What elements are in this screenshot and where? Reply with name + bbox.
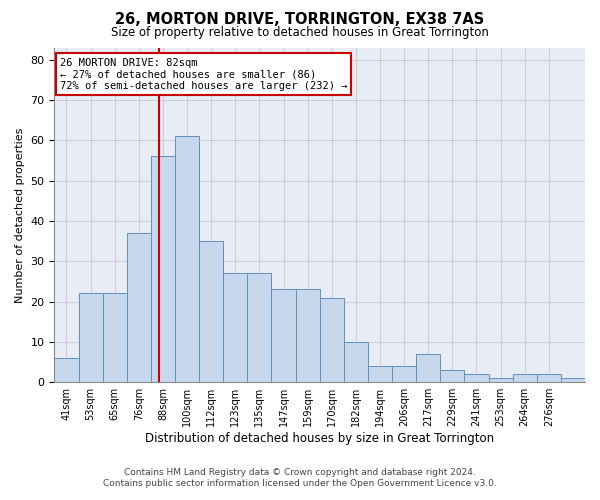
- Bar: [392, 366, 416, 382]
- Bar: [440, 370, 464, 382]
- Bar: [344, 342, 368, 382]
- Bar: [55, 358, 79, 382]
- Bar: [416, 354, 440, 382]
- Text: 26 MORTON DRIVE: 82sqm
← 27% of detached houses are smaller (86)
72% of semi-det: 26 MORTON DRIVE: 82sqm ← 27% of detached…: [60, 58, 347, 90]
- Bar: [464, 374, 488, 382]
- Bar: [199, 241, 223, 382]
- Bar: [175, 136, 199, 382]
- Bar: [271, 290, 296, 382]
- Bar: [127, 233, 151, 382]
- Bar: [561, 378, 585, 382]
- Text: Size of property relative to detached houses in Great Torrington: Size of property relative to detached ho…: [111, 26, 489, 39]
- X-axis label: Distribution of detached houses by size in Great Torrington: Distribution of detached houses by size …: [145, 432, 494, 445]
- Bar: [151, 156, 175, 382]
- Bar: [79, 294, 103, 382]
- Bar: [537, 374, 561, 382]
- Bar: [247, 274, 271, 382]
- Bar: [296, 290, 320, 382]
- Bar: [103, 294, 127, 382]
- Bar: [223, 274, 247, 382]
- Bar: [512, 374, 537, 382]
- Bar: [488, 378, 512, 382]
- Text: Contains HM Land Registry data © Crown copyright and database right 2024.
Contai: Contains HM Land Registry data © Crown c…: [103, 468, 497, 487]
- Bar: [368, 366, 392, 382]
- Y-axis label: Number of detached properties: Number of detached properties: [15, 127, 25, 302]
- Text: 26, MORTON DRIVE, TORRINGTON, EX38 7AS: 26, MORTON DRIVE, TORRINGTON, EX38 7AS: [115, 12, 485, 28]
- Bar: [320, 298, 344, 382]
